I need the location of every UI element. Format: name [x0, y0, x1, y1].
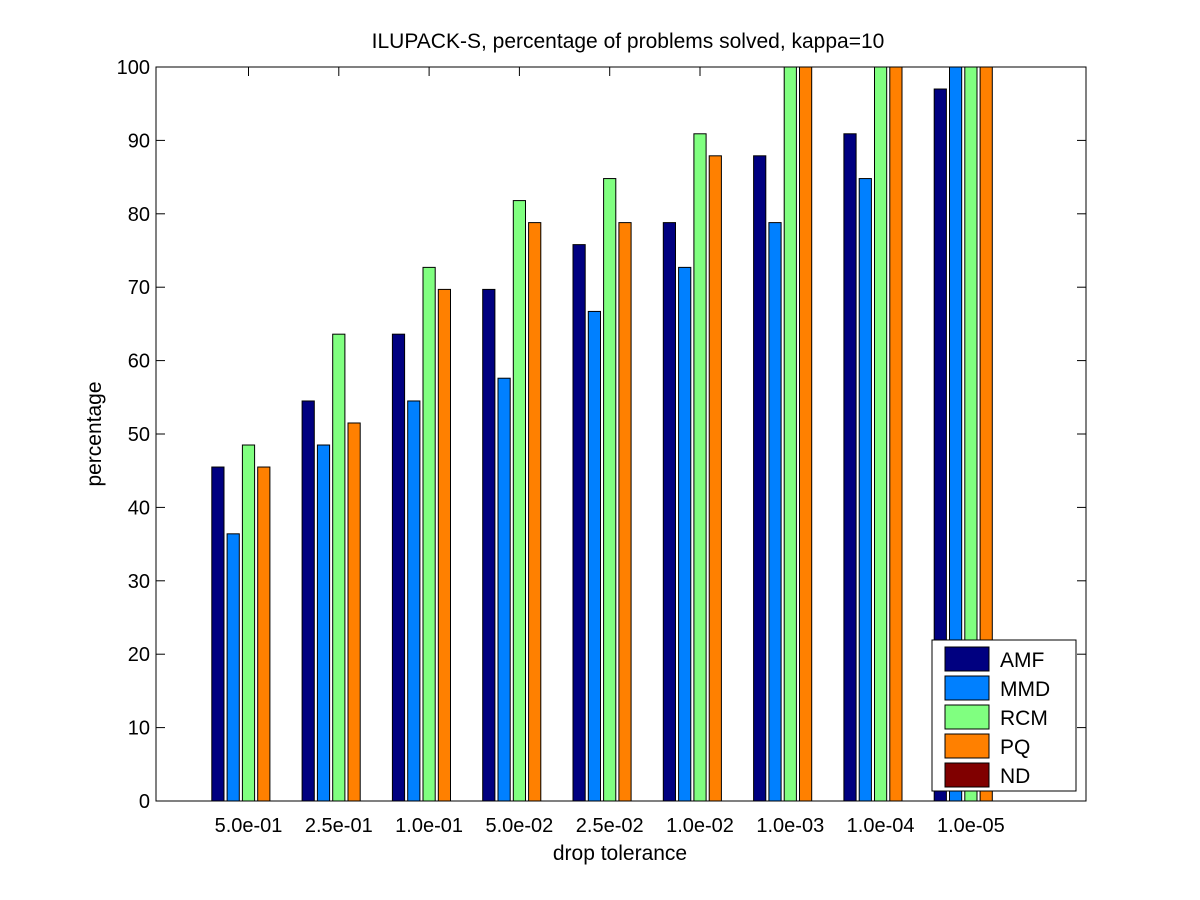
bar-rcm-6: [783, 66, 797, 802]
bar-rcm-5: [693, 133, 707, 802]
y-axis-label: percentage: [83, 381, 106, 486]
x-tick-label: 5.0e-02: [485, 815, 553, 837]
bar-amf-2: [391, 333, 406, 802]
x-tick-label: 1.0e-04: [847, 815, 915, 837]
x-tick-label: 5.0e-01: [215, 815, 283, 837]
legend-label-mmd: MMD: [1000, 678, 1050, 701]
bar-mmd-0: [226, 533, 240, 802]
bar-rcm-2: [422, 266, 436, 802]
bar-rcm-4: [603, 178, 617, 802]
bar-amf-4: [572, 244, 586, 802]
bar-pq-3: [528, 222, 542, 802]
legend-swatch-nd: [944, 762, 990, 788]
bar-rcm-1: [332, 333, 346, 802]
bar-pq-5: [708, 155, 722, 802]
bar-mmd-4: [587, 310, 601, 802]
y-tick-label: 50: [128, 424, 150, 446]
bar-amf-7: [843, 133, 857, 802]
x-axis-label: drop tolerance: [553, 842, 687, 865]
y-tick-label: 60: [128, 351, 150, 373]
legend-label-nd: ND: [1000, 765, 1030, 788]
bar-mmd-3: [497, 377, 511, 802]
legend-swatch-pq: [944, 733, 990, 759]
bar-amf-6: [753, 155, 767, 802]
bar-pq-6: [799, 66, 813, 802]
bar-group: [155, 66, 1087, 802]
y-tick-label: 0: [139, 791, 150, 813]
bar-pq-2: [437, 288, 451, 802]
x-tick-label: 1.0e-05: [937, 815, 1005, 837]
y-tick-label: 80: [128, 204, 150, 226]
legend: AMF MMD RCM PQ ND: [931, 639, 1077, 792]
bar-amf-5: [662, 222, 676, 802]
axis-ticks: 0 10 20 30 40 50 60 70 80 90 100 5.0e-01 2.5e-01 1.0e…: [117, 57, 1086, 837]
bar-amf-3: [482, 288, 496, 802]
bar-mmd-1: [316, 444, 331, 802]
plot-frame: [155, 66, 1087, 802]
legend-swatch-mmd: [944, 675, 990, 701]
y-tick-label: 70: [128, 277, 150, 299]
bar-mmd-2: [407, 400, 421, 802]
x-tick-label: 2.5e-01: [305, 815, 373, 837]
y-tick-label: 30: [128, 571, 150, 593]
y-tick-label: 40: [128, 497, 150, 519]
y-tick-label: 100: [117, 57, 150, 79]
bar-pq-4: [618, 222, 632, 802]
x-tick-label: 2.5e-02: [576, 815, 644, 837]
chart-title: ILUPACK-S, percentage of problems solved…: [372, 30, 885, 53]
legend-label-pq: PQ: [1000, 736, 1030, 759]
legend-swatch-amf: [944, 646, 990, 672]
bar-mmd-5: [678, 266, 692, 802]
x-tick-label: 1.0e-03: [756, 815, 824, 837]
legend-label-amf: AMF: [1000, 649, 1044, 672]
y-tick-label: 90: [128, 130, 150, 152]
bar-amf-0: [211, 466, 225, 802]
bar-amf-1: [301, 400, 315, 802]
bar-pq-7: [889, 66, 903, 802]
bar-pq-1: [347, 422, 361, 802]
bar-pq-0: [257, 466, 271, 802]
y-tick-label: 10: [128, 718, 150, 740]
x-tick-label: 1.0e-01: [395, 815, 463, 837]
x-tick-label: 1.0e-02: [666, 815, 734, 837]
legend-swatch-rcm: [944, 704, 990, 730]
bar-rcm-7: [874, 66, 888, 802]
legend-label-rcm: RCM: [1000, 707, 1048, 730]
bar-rcm-0: [241, 444, 256, 802]
bar-mmd-6: [768, 222, 782, 802]
bar-mmd-7: [858, 178, 872, 802]
y-tick-label: 20: [128, 644, 150, 666]
bar-rcm-3: [512, 200, 526, 802]
